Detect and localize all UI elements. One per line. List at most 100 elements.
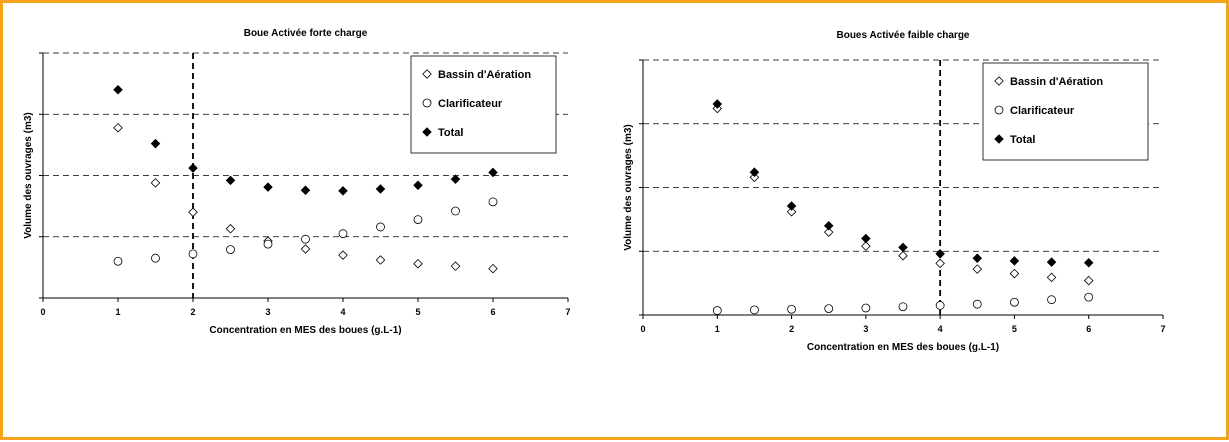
data-point — [749, 167, 760, 177]
data-point — [375, 184, 386, 194]
x-tick-label: 5 — [1012, 324, 1017, 334]
data-point — [488, 197, 498, 207]
data-point — [488, 263, 498, 274]
series-3 — [113, 84, 498, 196]
data-point — [935, 301, 945, 310]
data-point — [935, 258, 945, 269]
x-tick-label: 6 — [490, 307, 495, 317]
data-point — [151, 253, 160, 263]
x-tick-label: 4 — [938, 324, 943, 334]
x-tick-label: 2 — [190, 307, 195, 317]
x-axis-label: Concentration en MES des boues (g.L-1) — [209, 325, 401, 336]
data-point — [712, 306, 722, 315]
x-tick-label: 6 — [1086, 324, 1091, 334]
legend-box — [982, 62, 1149, 161]
legend-marker — [422, 69, 432, 79]
x-tick-label: 0 — [40, 307, 45, 317]
data-point — [488, 167, 498, 178]
x-tick-label: 7 — [565, 307, 570, 317]
data-point — [450, 261, 461, 271]
legend-marker — [422, 127, 432, 137]
x-tick-label: 4 — [340, 307, 345, 317]
data-point — [898, 302, 908, 312]
chart-2: Boues Activée faible charge 0 1 2 3 4 5 6 7 Conce… — [623, 30, 1166, 353]
data-point — [935, 249, 945, 259]
data-point — [1046, 272, 1057, 283]
legend-label: Clarificateur — [438, 98, 503, 110]
data-point — [300, 244, 311, 254]
data-point — [375, 255, 386, 265]
data-point — [226, 245, 235, 255]
data-point — [1083, 257, 1094, 268]
x-tick-label: 2 — [789, 324, 794, 334]
data-point — [113, 256, 123, 266]
legend-label: Clarificateur — [1010, 105, 1075, 117]
y-axis-label: Volume des ouvrages (m3) — [623, 124, 634, 251]
x-tick-label: 5 — [415, 307, 420, 317]
x-axis-label: Concentration en MES des boues (g.L-1) — [807, 342, 999, 353]
legend-label: Bassin d'Aération — [1010, 76, 1103, 88]
data-point — [1046, 257, 1057, 267]
data-point — [376, 222, 385, 232]
legend: Bassin d'Aération Clarificateur Total — [982, 62, 1149, 161]
data-point — [450, 174, 461, 184]
data-point — [749, 172, 760, 183]
series-3 — [712, 99, 1094, 268]
x-tick-label: 3 — [265, 307, 270, 317]
data-point — [1010, 297, 1019, 307]
data-point — [263, 239, 273, 249]
data-point — [188, 163, 198, 173]
series-2 — [113, 197, 498, 266]
data-point — [413, 215, 423, 225]
series-1 — [712, 103, 1094, 286]
data-point — [898, 242, 908, 253]
data-point — [188, 207, 198, 218]
data-point — [1047, 295, 1056, 305]
data-point — [712, 99, 723, 109]
chart-1: Boue Activée forte charge 0 1 2 3 4 5 6 7 Concent… — [23, 28, 571, 336]
data-point — [300, 185, 311, 195]
legend-marker — [422, 98, 432, 108]
legend-label: Total — [438, 127, 463, 139]
data-point — [451, 206, 460, 216]
data-point — [861, 303, 871, 313]
data-point — [824, 304, 834, 314]
data-point — [188, 249, 198, 259]
legend-label: Bassin d'Aération — [438, 69, 531, 81]
legend: Bassin d'Aération Clarificateur Total — [410, 55, 557, 154]
data-point — [972, 264, 983, 274]
data-point — [898, 250, 908, 261]
data-point — [972, 253, 983, 264]
figure-canvas: Boue Activée forte charge 0 1 2 3 4 5 6 7 Concent… — [23, 28, 1166, 353]
data-point — [1084, 292, 1094, 302]
chart-title: Boues Activée faible charge — [836, 30, 969, 41]
data-point — [786, 206, 797, 217]
data-point — [225, 175, 236, 186]
data-point — [1009, 268, 1020, 279]
data-point — [225, 224, 236, 234]
data-point — [1083, 275, 1094, 286]
data-point — [338, 229, 348, 239]
data-point — [413, 258, 423, 269]
x-tick-label: 3 — [863, 324, 868, 334]
y-axis-label: Volume des ouvrages (m3) — [23, 112, 34, 239]
chart-title: Boue Activée forte charge — [244, 28, 368, 39]
data-point — [263, 182, 273, 192]
data-point — [787, 304, 796, 314]
data-point — [972, 299, 982, 309]
data-point — [338, 186, 348, 196]
data-point — [338, 250, 348, 260]
data-point — [750, 305, 759, 315]
data-point — [861, 241, 871, 251]
x-tick-label: 7 — [1160, 324, 1165, 334]
data-point — [113, 84, 123, 95]
legend-label: Total — [1010, 134, 1035, 146]
data-point — [150, 138, 161, 149]
x-tick-label: 0 — [640, 324, 645, 334]
data-point — [786, 201, 797, 211]
series-2 — [712, 292, 1094, 315]
x-tick-label: 1 — [715, 324, 720, 334]
data-point — [823, 227, 834, 237]
legend-marker — [994, 134, 1004, 144]
